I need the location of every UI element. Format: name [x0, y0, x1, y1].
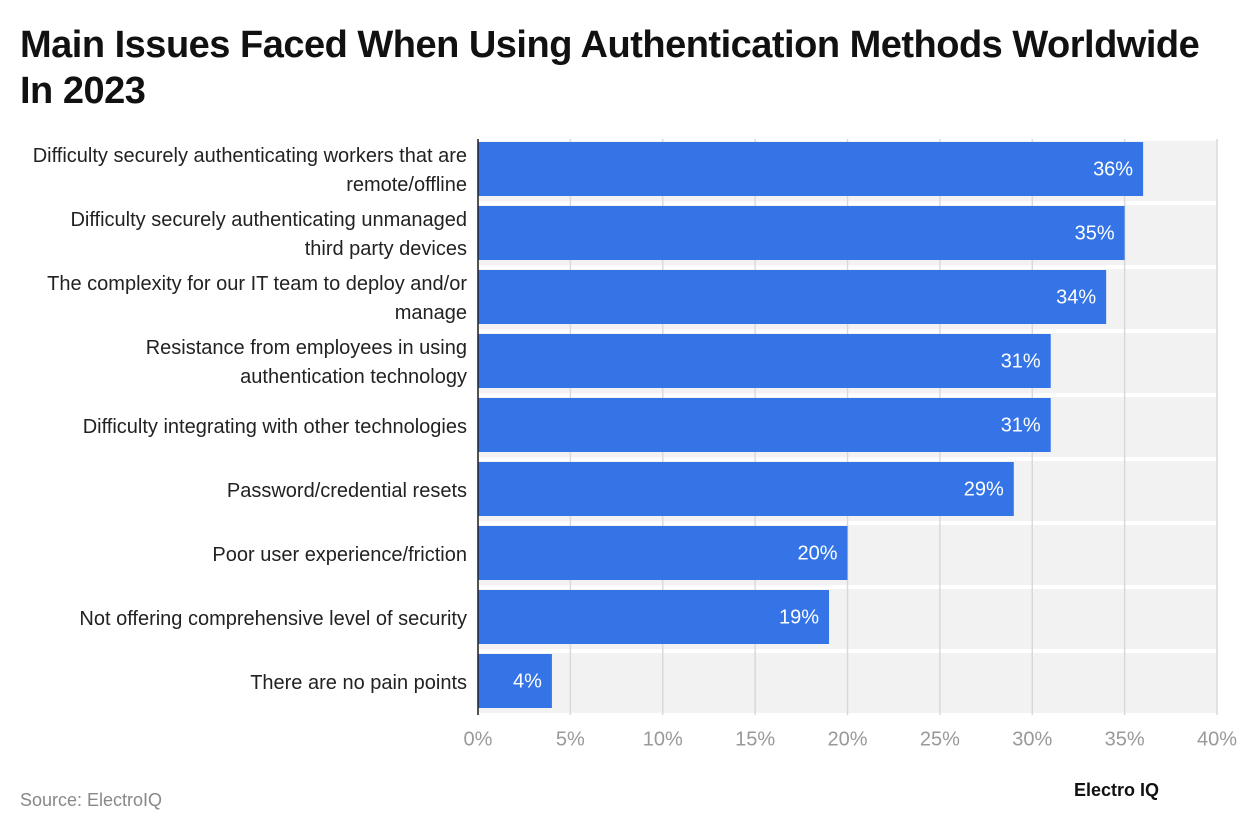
value-label: 31% — [1001, 414, 1041, 436]
value-label: 20% — [797, 542, 837, 564]
category-label: Difficulty integrating with other techno… — [82, 415, 467, 438]
x-tick-label: 35% — [1105, 728, 1145, 750]
x-tick-label: 0% — [464, 728, 493, 750]
category-label: Difficulty securely authenticating unman… — [70, 209, 467, 260]
x-tick-label: 10% — [643, 728, 683, 750]
bar — [478, 590, 830, 644]
category-label: Not offering comprehensive level of secu… — [79, 607, 467, 630]
x-tick-label: 25% — [920, 728, 960, 750]
bar — [478, 526, 848, 580]
x-tick-label: 15% — [735, 728, 775, 750]
x-tick-label: 20% — [827, 728, 867, 750]
bar — [478, 462, 1014, 516]
category-label: There are no pain points — [250, 671, 467, 694]
category-label: Difficulty securely authenticating worke… — [32, 145, 467, 196]
bar — [478, 142, 1144, 196]
category-label: The complexity for our IT team to deploy… — [47, 273, 467, 324]
bar — [478, 206, 1125, 260]
brand: Electro IQ — [1074, 780, 1160, 800]
value-label: 35% — [1075, 222, 1115, 244]
value-label: 36% — [1093, 158, 1133, 180]
x-tick-label: 5% — [556, 728, 585, 750]
x-tick-label: 30% — [1012, 728, 1052, 750]
bar — [478, 334, 1051, 388]
value-label: 34% — [1056, 286, 1096, 308]
value-label: 4% — [513, 670, 542, 692]
category-label: Poor user experience/friction — [212, 543, 467, 566]
value-label: 19% — [779, 606, 819, 628]
source: Source: ElectroIQ — [20, 790, 163, 810]
bar — [478, 398, 1051, 452]
bar — [478, 654, 552, 708]
category-label: Resistance from employees in using authe… — [145, 337, 467, 388]
category-label: Password/credential resets — [226, 479, 467, 502]
value-label: 29% — [964, 478, 1004, 500]
bar — [478, 270, 1107, 324]
value-label: 31% — [1001, 350, 1041, 372]
chart-title: Main Issues Faced When Using Authenticat… — [20, 24, 1200, 112]
x-tick-label: 40% — [1197, 728, 1237, 750]
